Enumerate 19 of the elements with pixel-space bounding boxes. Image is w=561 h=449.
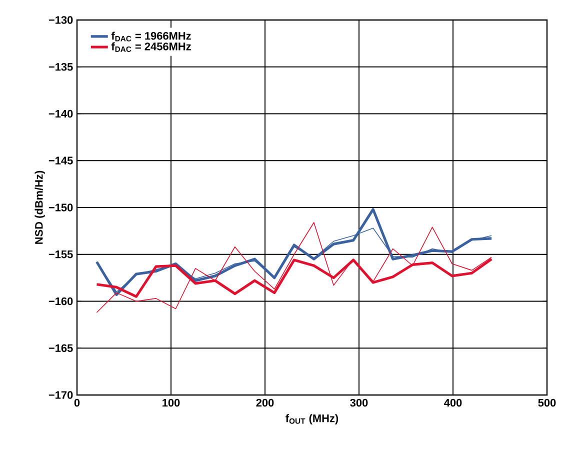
x-axis-title: f$_{OUT}$ (MHz) (286, 414, 338, 424)
x-tick-label: 400 (444, 398, 462, 407)
x-tick-label: 500 (538, 398, 556, 407)
legend-label: f$_{DAC}$ = 1966MHz (111, 32, 191, 42)
y-tick-label: −130 (48, 16, 73, 24)
x-tick-label: 300 (350, 398, 368, 407)
y-tick-label: −140 (48, 110, 73, 118)
x-tick-label: 200 (256, 398, 274, 407)
y-tick-label: −135 (48, 62, 73, 71)
y-tick-label: −145 (48, 156, 73, 164)
x-tick-label: 100 (162, 398, 180, 407)
y-tick-label: −170 (48, 391, 73, 399)
y-tick-label: −150 (48, 204, 73, 212)
x-tick-label: 0 (74, 398, 80, 407)
y-tick-label: −155 (48, 250, 73, 258)
y-axis-title: NSD (dBm/Hz) (34, 170, 45, 244)
y-tick-label: −165 (48, 344, 73, 352)
y-tick-label: −160 (48, 297, 73, 306)
legend-label: f$_{DAC}$ = 2456MHz (111, 42, 191, 52)
